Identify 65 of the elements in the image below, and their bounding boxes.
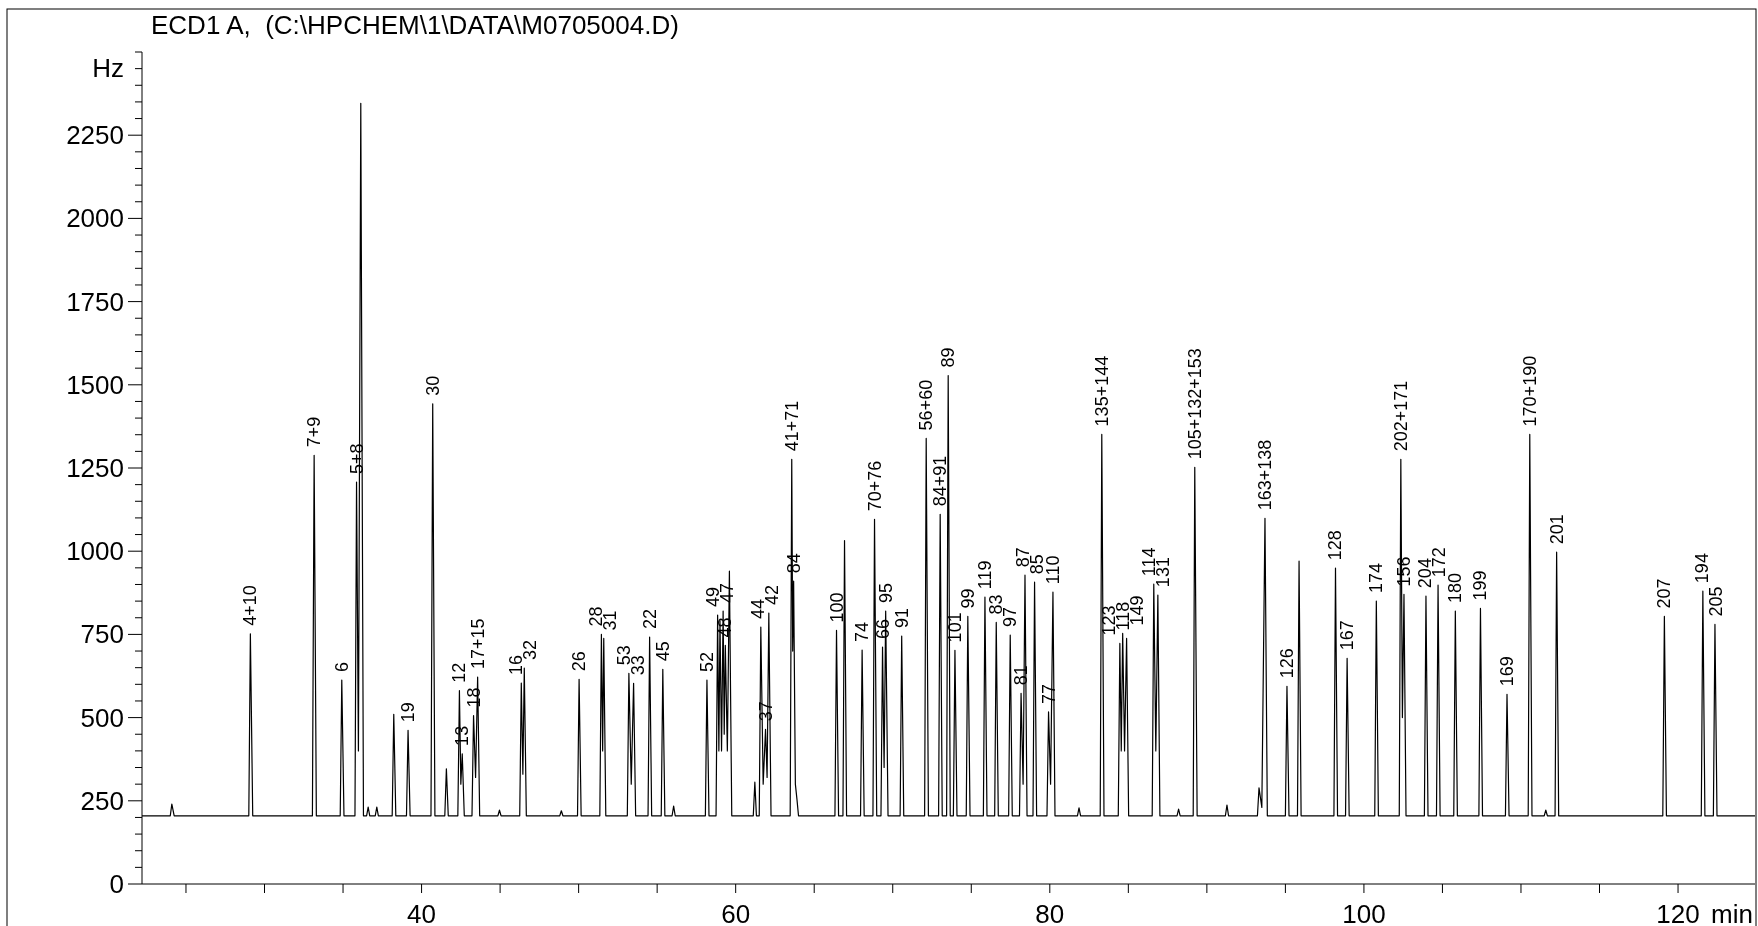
annotation: 52 [696,651,717,672]
y-tick-label: 750 [80,619,124,650]
annotation: 105+132+153 [1184,348,1205,460]
annotation: 135+144 [1091,355,1112,427]
annotation: 169 [1497,656,1517,687]
annotation: 7+9 [304,416,325,448]
annotation: 19 [398,702,419,723]
x-tick-label: 80 [1035,899,1065,926]
annotation: 194 [1691,553,1712,584]
x-tick-label: 120 [1656,899,1700,926]
annotation: 110 [1042,555,1063,585]
x-axis-title: min [1711,899,1753,926]
annotation: 201 [1546,514,1567,545]
x-tick-label: 60 [721,899,751,926]
y-tick-label: 500 [80,702,124,733]
annotation: 126 [1276,648,1297,679]
annotation: 84+91 [930,455,951,507]
y-tick-label: 1000 [66,536,124,567]
annotation: 4+10 [240,585,261,626]
annotation: 99 [957,588,978,609]
annotation: 6 [331,661,352,672]
annotation: 91 [891,608,912,629]
annotation: 199 [1470,570,1491,601]
annotation: 205 [1705,586,1726,617]
annotation: 100 [826,592,847,623]
annotation: 70+76 [864,460,885,512]
y-tick-label: 0 [109,869,124,899]
y-tick-label: 1500 [66,369,124,400]
annotation: 81 [1011,665,1032,686]
annotation: 74 [852,622,873,643]
annotation: 170+190 [1519,355,1540,427]
chart-title: ECD1 A, (C:\HPCHEM\1\DATA\M0705004.D) [151,10,679,40]
x-tick-label: 100 [1342,899,1386,926]
y-tick-label: 2250 [66,120,124,151]
annotation: 174 [1366,563,1387,594]
annotation: 207 [1654,578,1675,609]
annotation: 22 [639,609,660,630]
annotation: 163+138 [1254,439,1275,511]
annotation: 45 [652,641,673,662]
y-tick-label: 2000 [66,203,124,234]
annotation: 48 [715,617,736,638]
annotation: 30 [422,375,443,396]
annotation: 167 [1337,620,1358,651]
annotation: 17+15 [467,618,488,669]
annotation: 202+171 [1390,380,1411,452]
annotation: 77 [1038,683,1059,704]
y-tick-label: 1750 [66,286,124,317]
y-tick-label: 1250 [66,453,124,483]
annotation: 41+71 [781,400,802,452]
annotation: 13 [452,725,473,746]
annotation: 56+60 [916,379,937,431]
annotation: 89 [938,347,959,368]
annotation: 180 [1445,573,1466,604]
annotation: 37 [755,701,776,722]
y-tick-label: 250 [80,785,124,816]
x-tick-label: 40 [407,899,437,926]
annotation: 95 [875,583,896,604]
annotation: 26 [569,651,590,672]
annotation: 18 [463,687,484,708]
annotation: 119 [974,560,995,590]
annotation: 156 [1393,556,1414,587]
annotation: 101 [944,612,965,643]
annotation: 12 [449,662,470,683]
annotation: 128 [1325,530,1346,561]
y-axis-title: Hz [92,53,124,83]
